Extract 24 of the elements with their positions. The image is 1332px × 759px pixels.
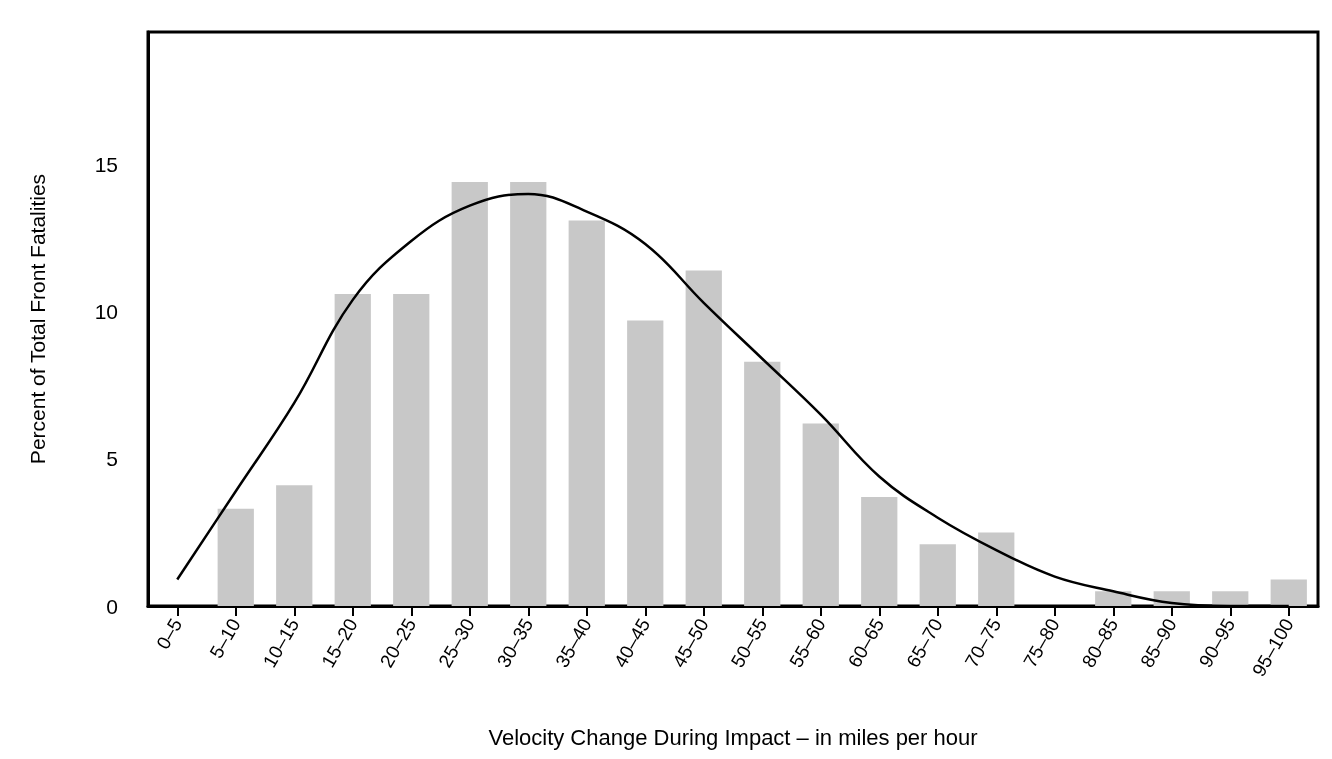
bar	[217, 508, 254, 606]
x-tick-label: 0–5	[152, 614, 187, 653]
bar	[744, 361, 781, 606]
bar	[919, 544, 956, 606]
bar	[627, 320, 664, 606]
bar	[1095, 591, 1132, 606]
y-axis-title: Percent of Total Front Fatalities	[26, 173, 49, 465]
bar	[510, 182, 547, 606]
y-tick-label: 5	[106, 447, 118, 471]
bar	[451, 182, 488, 606]
bar	[334, 293, 371, 606]
bar	[393, 293, 430, 606]
y-tick-label: 15	[94, 152, 118, 176]
bar	[568, 220, 605, 606]
bar	[978, 532, 1015, 606]
bar	[1212, 591, 1249, 606]
y-tick-label: 10	[94, 300, 118, 324]
x-axis-title: Velocity Change During Impact – in miles per hour	[488, 724, 978, 750]
bar	[276, 485, 313, 606]
bar	[802, 423, 839, 606]
bar	[685, 270, 722, 606]
bar	[861, 497, 898, 606]
y-tick-label: 0	[106, 594, 118, 618]
bar	[1270, 579, 1307, 606]
